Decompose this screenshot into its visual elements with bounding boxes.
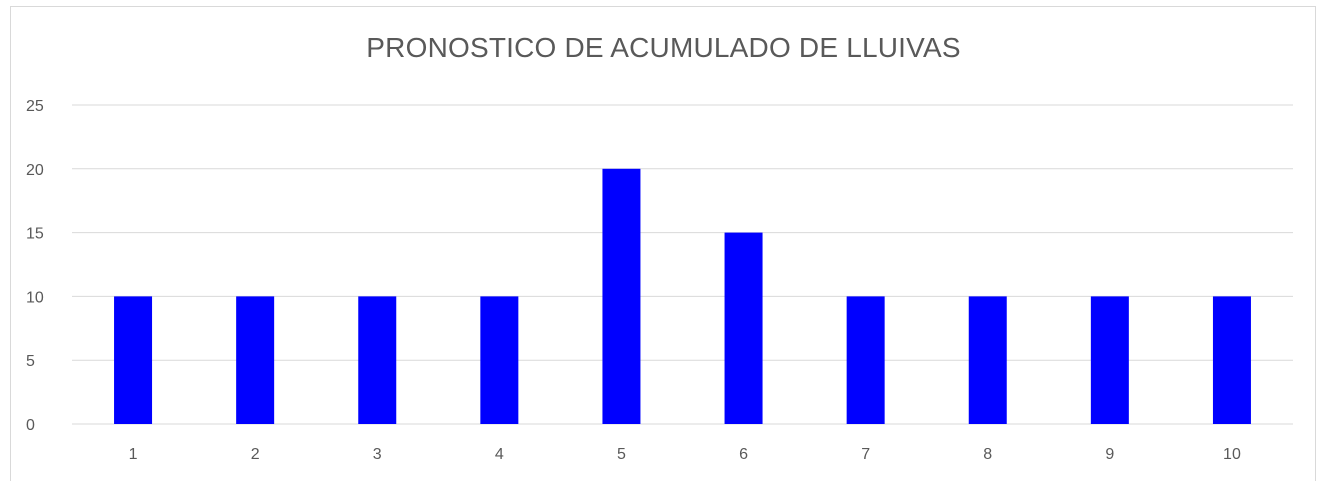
bar-2 [236, 296, 275, 424]
x-tick-label: 9 [1105, 446, 1114, 463]
x-tick-label: 5 [617, 446, 626, 463]
y-axis-tick-labels: 0 5 10 15 20 25 [26, 98, 44, 434]
bar-7 [846, 296, 885, 424]
bar-6 [724, 232, 763, 424]
bar-9 [1090, 296, 1129, 424]
x-tick-label: 3 [373, 446, 382, 463]
x-axis-tick-labels: 1 2 3 4 5 6 7 8 9 10 [129, 446, 1241, 463]
bar-5 [602, 168, 641, 424]
x-tick-label: 8 [983, 446, 992, 463]
bar-4 [480, 296, 519, 424]
x-tick-label: 6 [739, 446, 748, 463]
bar-1 [114, 296, 153, 424]
x-tick-label: 10 [1223, 446, 1241, 463]
x-tick-label: 1 [129, 446, 138, 463]
y-tick-label: 0 [26, 417, 35, 434]
bars [114, 168, 1251, 424]
chart-title: PRONOSTICO DE ACUMULADO DE LLUIVAS [366, 32, 961, 63]
y-tick-label: 20 [26, 162, 44, 179]
gridlines [72, 104, 1293, 425]
bar-3 [358, 296, 397, 424]
x-tick-label: 4 [495, 446, 504, 463]
x-tick-label: 7 [861, 446, 870, 463]
bar-10 [1212, 296, 1251, 424]
bar-8 [968, 296, 1007, 424]
y-tick-label: 15 [26, 226, 44, 243]
y-tick-label: 5 [26, 353, 35, 370]
y-tick-label: 25 [26, 98, 44, 115]
x-tick-label: 2 [251, 446, 260, 463]
y-tick-label: 10 [26, 289, 44, 306]
